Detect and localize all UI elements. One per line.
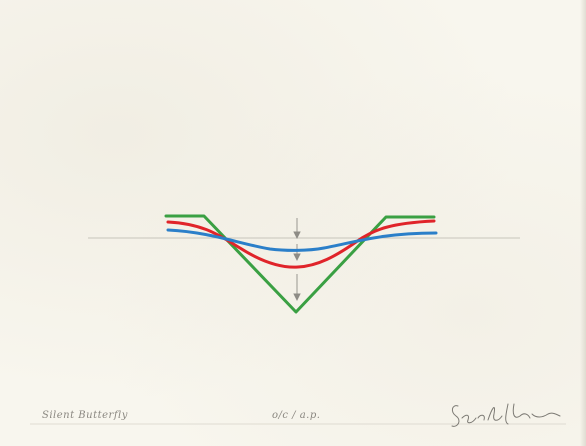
artist-signature: [451, 403, 561, 427]
paper-edge-shadow: [580, 0, 586, 446]
arrow-head-top: [293, 231, 301, 240]
green-v-curve: [164, 214, 436, 314]
blue-sag-curve: [166, 228, 438, 252]
edition-mark: o/c / a.p.: [272, 410, 321, 421]
red-dip-curve: [166, 219, 436, 269]
arrow-head-middle: [293, 253, 301, 262]
artwork-title: Silent Butterfly: [42, 410, 128, 421]
deflection-arrows: [293, 218, 301, 302]
arrow-head-bottom: [293, 293, 301, 302]
